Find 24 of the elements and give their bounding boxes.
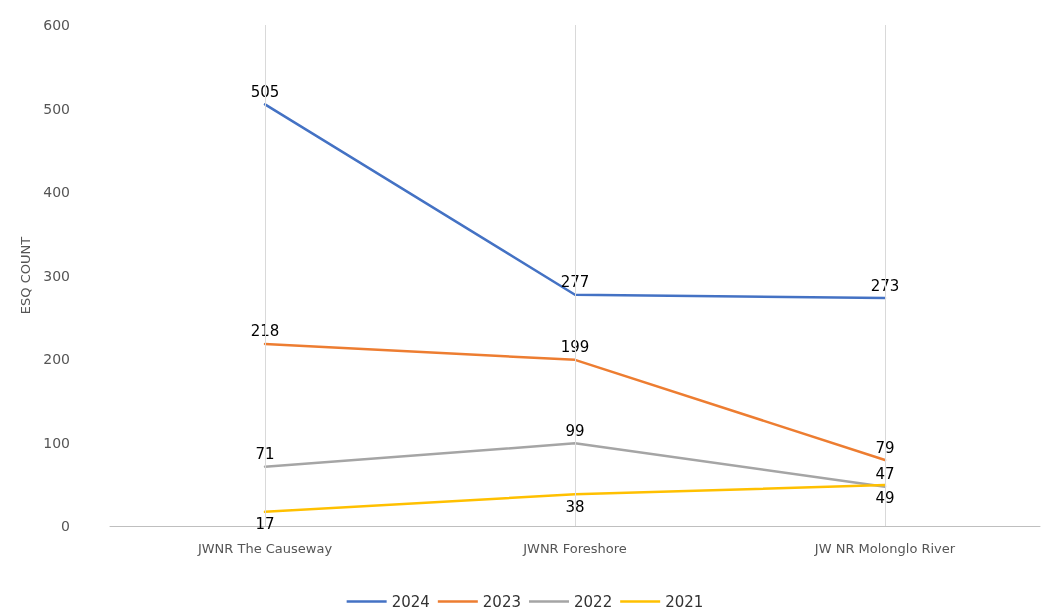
legend-label: 2021 — [665, 592, 704, 611]
data-label: 79 — [875, 438, 895, 457]
data-label: 71 — [255, 445, 275, 464]
x-tick-label: JWNR Foreshore — [522, 541, 627, 556]
x-tick-label: JWNR The Causeway — [196, 541, 333, 556]
y-tick-label: 0 — [61, 518, 70, 534]
data-label: 38 — [565, 497, 585, 516]
data-label: 505 — [250, 82, 280, 101]
y-tick-label: 200 — [43, 351, 70, 367]
legend-label: 2022 — [574, 592, 613, 611]
y-tick-label: 300 — [43, 267, 70, 284]
data-label: 17 — [255, 515, 275, 534]
y-tick-label: 100 — [43, 434, 70, 451]
legend-label: 2023 — [482, 592, 522, 611]
y-axis-title: ESQ COUNT — [18, 236, 34, 315]
y-tick-label: 600 — [43, 17, 70, 33]
data-label: 199 — [560, 338, 590, 357]
data-label: 99 — [565, 421, 585, 440]
y-tick-label: 500 — [43, 100, 70, 117]
legend-label: 2024 — [391, 592, 430, 611]
y-tick-label: 400 — [43, 184, 70, 200]
data-label: 47 — [875, 465, 895, 484]
data-label: 49 — [875, 488, 895, 507]
x-tick-label: JW NR Molonglo River — [813, 541, 956, 556]
